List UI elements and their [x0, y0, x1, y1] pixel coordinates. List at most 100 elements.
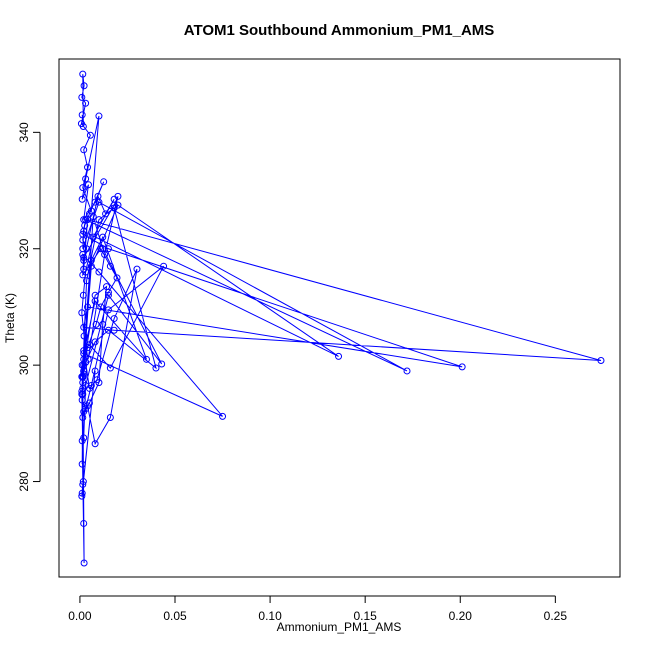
data-point — [82, 382, 90, 390]
data-point — [403, 367, 411, 375]
data-point — [97, 303, 105, 311]
data-point — [91, 367, 99, 375]
data-point — [84, 216, 92, 224]
data-point — [79, 480, 87, 488]
data-point — [95, 198, 103, 206]
data-series — [77, 70, 605, 567]
data-point — [110, 326, 118, 334]
data-point — [91, 440, 99, 448]
data-point — [80, 146, 88, 154]
data-point — [106, 364, 114, 372]
data-point — [80, 355, 88, 363]
data-point — [79, 184, 87, 192]
x-tick-label: 0.00 — [68, 609, 92, 623]
data-point — [80, 82, 88, 90]
data-point — [92, 320, 100, 328]
data-point — [458, 363, 466, 371]
y-tick-label: 300 — [17, 355, 31, 375]
data-point — [219, 412, 227, 420]
data-point — [80, 347, 88, 355]
data-point — [77, 120, 85, 128]
data-point — [78, 492, 86, 500]
data-point — [91, 338, 99, 346]
y-tick-label: 320 — [17, 238, 31, 258]
data-point — [78, 460, 86, 468]
data-point — [80, 559, 88, 567]
data-point — [83, 245, 91, 253]
data-point — [80, 253, 88, 261]
data-point — [103, 283, 111, 291]
data-point — [80, 227, 88, 235]
data-point — [95, 112, 103, 120]
data-point — [79, 373, 87, 381]
data-point — [110, 315, 118, 323]
data-point — [79, 251, 87, 259]
data-point — [82, 216, 90, 224]
data-point — [142, 355, 150, 363]
data-point — [78, 387, 86, 395]
data-point — [152, 364, 160, 372]
data-point — [114, 201, 122, 209]
y-tick-label: 340 — [17, 122, 31, 142]
data-point — [160, 262, 168, 270]
data-point — [79, 70, 87, 78]
data-point — [80, 519, 88, 527]
data-point — [158, 360, 166, 368]
data-point — [99, 233, 107, 241]
data-point — [93, 376, 101, 384]
data-point — [335, 352, 343, 360]
data-point — [102, 210, 110, 218]
x-tick-label: 0.15 — [353, 609, 377, 623]
data-point — [79, 478, 87, 486]
y-axis-label: Theta (K) — [3, 293, 17, 343]
x-tick-label: 0.25 — [544, 609, 568, 623]
data-point — [78, 390, 86, 398]
data-point — [91, 198, 99, 206]
data-point — [78, 93, 86, 101]
data-point — [99, 320, 107, 328]
data-point — [82, 99, 90, 107]
x-tick-label: 0.05 — [163, 609, 187, 623]
x-axis-label: Ammonium_PM1_AMS — [277, 620, 402, 634]
data-point — [86, 131, 94, 139]
data-point — [99, 245, 107, 253]
data-point — [84, 303, 92, 311]
data-point — [78, 489, 86, 497]
data-point — [89, 233, 97, 241]
data-point — [78, 437, 86, 445]
data-point — [133, 265, 141, 273]
data-point — [78, 309, 86, 317]
data-point — [79, 414, 87, 422]
y-axis: 280 300 320 340 — [17, 122, 41, 492]
data-point — [106, 414, 114, 422]
data-point — [84, 402, 92, 410]
data-point — [79, 230, 87, 238]
y-tick-label: 280 — [17, 471, 31, 491]
data-point — [114, 192, 122, 200]
chart-title: ATOM1 Southbound Ammonium_PM1_AMS — [184, 22, 495, 39]
data-point — [82, 175, 90, 183]
data-point — [80, 265, 88, 273]
series-line — [80, 74, 602, 564]
data-point — [95, 216, 103, 224]
data-point — [106, 262, 114, 270]
data-point — [97, 245, 105, 253]
data-point — [113, 274, 121, 282]
data-point — [104, 306, 112, 314]
data-point — [84, 181, 92, 189]
data-point — [83, 277, 91, 285]
x-tick-label: 0.10 — [258, 609, 282, 623]
data-point — [79, 291, 87, 299]
data-point — [95, 268, 103, 276]
data-point — [597, 356, 605, 364]
data-point — [87, 256, 95, 264]
data-point — [78, 195, 86, 203]
data-point — [80, 323, 88, 331]
data-point — [89, 213, 97, 221]
data-point — [80, 332, 88, 340]
data-point — [78, 111, 86, 119]
data-point — [104, 291, 112, 299]
x-tick-label: 0.20 — [449, 609, 473, 623]
x-axis: 0.00 0.05 0.10 0.15 0.20 0.25 — [68, 595, 568, 623]
